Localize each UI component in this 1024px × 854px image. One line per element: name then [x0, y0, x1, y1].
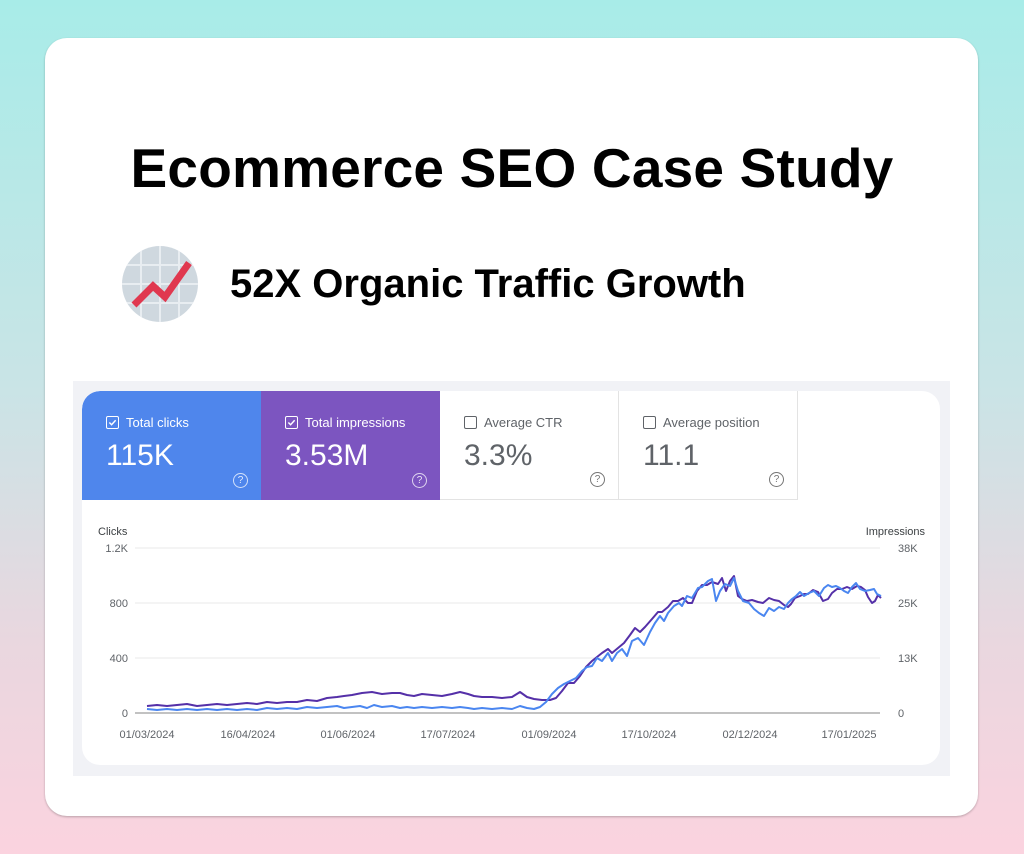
metric-tile-total-clicks[interactable]: Total clicks 115K ? — [82, 391, 261, 500]
right-tick: 0 — [898, 708, 904, 720]
chart-growth-icon — [122, 246, 198, 322]
right-tick: 25K — [898, 598, 918, 610]
left-tick: 0 — [122, 708, 128, 720]
left-tick: 1.2K — [105, 543, 128, 555]
left-axis-title: Clicks — [98, 526, 128, 538]
metric-label: Total impressions — [305, 415, 406, 430]
metric-value: 11.1 — [643, 439, 700, 472]
metric-tile-average-ctr[interactable]: Average CTR 3.3% ? — [440, 391, 619, 500]
x-tick: 01/06/2024 — [320, 729, 375, 741]
help-icon[interactable]: ? — [769, 472, 784, 487]
x-tick: 16/04/2024 — [220, 729, 275, 741]
right-axis-title: Impressions — [866, 526, 926, 538]
metric-tiles: Total clicks 115K ? Total impressions 3.… — [82, 391, 798, 500]
subtitle-row: 52X Organic Traffic Growth — [121, 244, 746, 324]
left-tick: 400 — [110, 653, 128, 665]
x-tick: 17/07/2024 — [420, 729, 475, 741]
clicks-line — [146, 577, 882, 711]
subtitle: 52X Organic Traffic Growth — [230, 261, 746, 306]
right-tick: 13K — [898, 653, 918, 665]
performance-chart: Clicks Impressions 1.2K 800 400 0 38K 25… — [98, 526, 926, 741]
help-icon[interactable]: ? — [412, 473, 427, 488]
help-icon[interactable]: ? — [233, 473, 248, 488]
metric-tile-total-impressions[interactable]: Total impressions 3.53M ? — [261, 391, 440, 500]
metric-label: Average position — [663, 415, 760, 430]
x-tick: 01/03/2024 — [119, 729, 174, 741]
left-tick: 800 — [110, 598, 128, 610]
checkbox-unchecked-icon[interactable] — [643, 416, 656, 429]
metric-value: 115K — [106, 439, 174, 472]
x-tick: 01/09/2024 — [521, 729, 576, 741]
help-icon[interactable]: ? — [590, 472, 605, 487]
metric-value: 3.53M — [285, 439, 369, 472]
checkbox-checked-icon[interactable] — [285, 416, 298, 429]
performance-dashboard: Total clicks 115K ? Total impressions 3.… — [82, 391, 940, 765]
search-console-panel: Total clicks 115K ? Total impressions 3.… — [73, 381, 950, 776]
impressions-line — [146, 575, 882, 707]
metric-tile-average-position[interactable]: Average position 11.1 ? — [619, 391, 798, 500]
checkbox-unchecked-icon[interactable] — [464, 416, 477, 429]
page-title: Ecommerce SEO Case Study — [130, 137, 894, 199]
x-tick: 02/12/2024 — [722, 729, 777, 741]
metric-value: 3.3% — [464, 439, 533, 472]
x-tick: 17/10/2024 — [621, 729, 676, 741]
right-tick: 38K — [898, 543, 918, 555]
checkbox-checked-icon[interactable] — [106, 416, 119, 429]
x-tick: 17/01/2025 — [821, 729, 876, 741]
metric-label: Total clicks — [126, 415, 189, 430]
metric-label: Average CTR — [484, 415, 563, 430]
gridlines — [135, 547, 880, 659]
